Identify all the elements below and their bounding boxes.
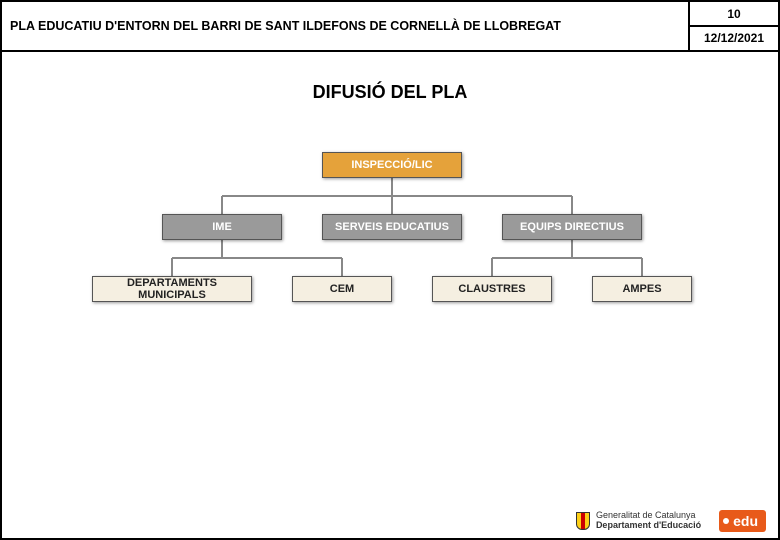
section-title: DIFUSIÓ DEL PLA (2, 82, 778, 103)
header-meta: 10 12/12/2021 (690, 2, 778, 50)
header-row: PLA EDUCATIU D'ENTORN DEL BARRI DE SANT … (2, 2, 778, 52)
footer: Generalitat de Catalunya Departament d'E… (14, 510, 766, 532)
page-number: 10 (690, 3, 778, 27)
gencat-text: Generalitat de Catalunya Departament d'E… (596, 511, 701, 531)
gencat-shield-icon (576, 512, 590, 530)
org-node-serveis: SERVEIS EDUCATIUS (322, 214, 462, 240)
org-node-depts: DEPARTAMENTS MUNICIPALS (92, 276, 252, 302)
org-node-root: INSPECCIÓ/LIC (322, 152, 462, 178)
connector-line (341, 258, 343, 276)
edu-dot-icon (723, 518, 729, 524)
org-node-cem: CEM (292, 276, 392, 302)
page-date: 12/12/2021 (704, 27, 764, 49)
connector-line (391, 178, 393, 196)
org-node-equips: EQUIPS DIRECTIUS (502, 214, 642, 240)
connector-line (221, 240, 223, 258)
org-node-ampes: AMPES (592, 276, 692, 302)
connector-line (571, 240, 573, 258)
connector-line (641, 258, 643, 276)
edu-label: edu (733, 513, 758, 529)
org-chart: INSPECCIÓ/LIC IME SERVEIS EDUCATIUS EQUIPS … (92, 152, 692, 352)
connector-line (492, 257, 642, 259)
connector-line (391, 196, 393, 214)
connector-line (171, 258, 173, 276)
edu-logo: edu (719, 510, 766, 532)
page-title-text: PLA EDUCATIU D'ENTORN DEL BARRI DE SANT … (10, 19, 561, 33)
connector-line (222, 195, 572, 197)
connector-line (172, 257, 342, 259)
connector-line (571, 196, 573, 214)
org-node-claustres: CLAUSTRES (432, 276, 552, 302)
connector-line (491, 258, 493, 276)
connector-line (221, 196, 223, 214)
content-area: DIFUSIÓ DEL PLA INSPECCIÓ/LIC IME SERVEIS … (2, 52, 778, 492)
gencat-line2: Departament d'Educació (596, 521, 701, 531)
gencat-logo: Generalitat de Catalunya Departament d'E… (576, 511, 701, 531)
org-node-ime: IME (162, 214, 282, 240)
page-title: PLA EDUCATIU D'ENTORN DEL BARRI DE SANT … (2, 2, 690, 50)
